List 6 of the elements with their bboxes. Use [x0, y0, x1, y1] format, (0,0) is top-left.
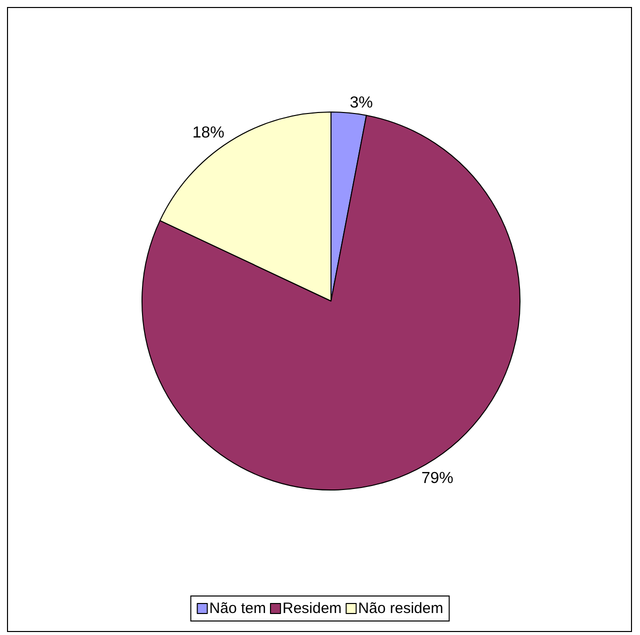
legend-label: Residem: [282, 600, 342, 617]
data-label: 3%: [350, 94, 373, 112]
data-label: 79%: [421, 470, 454, 487]
legend-label: Não residem: [358, 600, 444, 617]
data-label: 18%: [192, 124, 224, 142]
legend-label: Não tem: [209, 600, 266, 617]
